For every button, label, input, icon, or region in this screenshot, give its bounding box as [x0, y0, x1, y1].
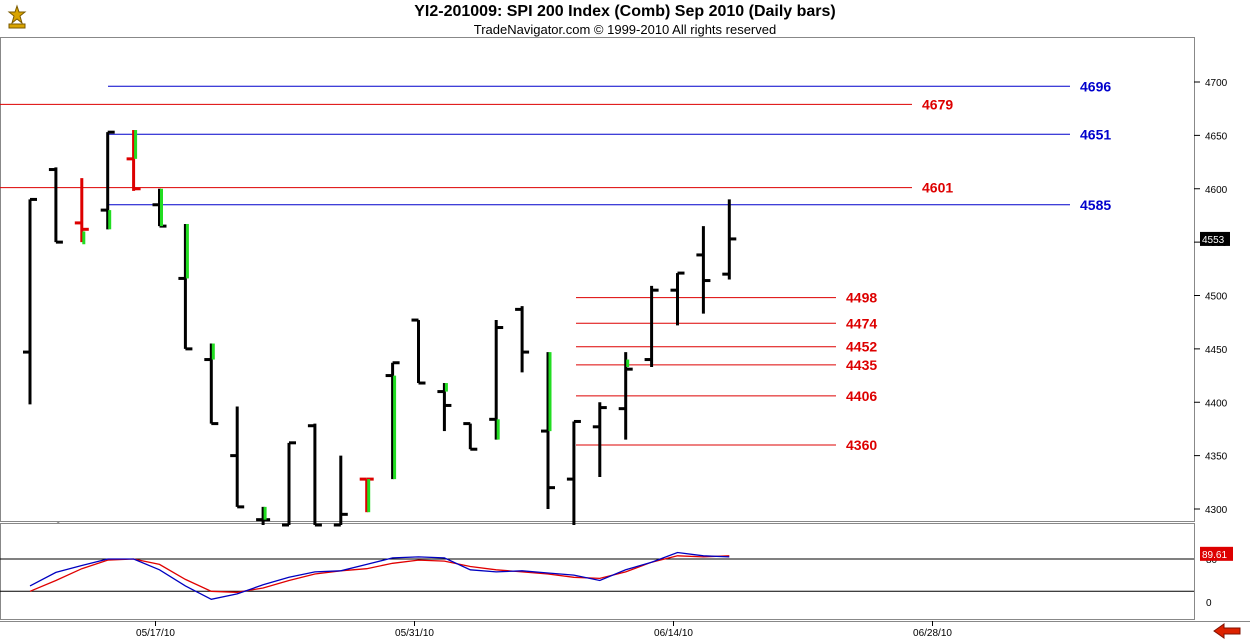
ohlc-bar — [282, 441, 296, 527]
level-label: 4679 — [922, 96, 953, 112]
y-tick-label: 4550 — [1205, 238, 1228, 249]
ohlc-bar — [618, 352, 633, 440]
ohlc-bar — [411, 318, 426, 385]
last-quote-readout: 06/16/2010 = 4553 (+39) — [1074, 37, 1185, 48]
ohlc-bar — [489, 320, 504, 440]
ohlc-bar — [307, 423, 322, 527]
indicator-panel-frame — [0, 523, 1195, 620]
x-tick-label: 05/31/10 — [395, 628, 434, 639]
ohlc-bar — [592, 402, 607, 477]
ohlc-bar — [463, 422, 478, 451]
last-price-label: 4553 — [1202, 235, 1225, 246]
ohlc-bar — [23, 197, 37, 405]
stoch-y-label: 80 — [1206, 555, 1218, 566]
level-label: 4452 — [846, 339, 877, 355]
level-label: 4651 — [1080, 126, 1111, 142]
ohlc-bar — [566, 419, 581, 526]
ohlc-bar — [696, 226, 711, 314]
level-label: 4498 — [846, 290, 877, 306]
level-label: 4474 — [846, 315, 877, 331]
ohlc-bar — [359, 477, 374, 513]
ohlc-bar — [204, 343, 219, 426]
level-label: 4360 — [846, 437, 877, 453]
level-label: 4406 — [846, 388, 877, 404]
ohlc-bar — [385, 361, 400, 480]
ohlc-bar — [333, 455, 348, 527]
ohlc-bar — [152, 188, 167, 228]
ohlc-bar — [230, 406, 245, 509]
level-label: 4585 — [1080, 197, 1111, 213]
stoch-value-box — [1200, 546, 1233, 561]
y-tick-label: 4350 — [1205, 452, 1228, 463]
ohlc-bar — [100, 130, 115, 230]
ohlc-bar — [644, 285, 659, 368]
x-tick-label: 06/14/10 — [654, 628, 693, 639]
back-arrow-icon[interactable] — [1212, 623, 1242, 639]
ohlc-bar — [541, 352, 555, 509]
ohlc-bar — [515, 306, 530, 373]
stoch-k-legend[interactable]: DC StochK (5,3) — [1100, 526, 1173, 537]
y-tick-label: 4400 — [1205, 398, 1228, 409]
stoch-d-legend[interactable]: DC StochD (5,3,3) — [999, 526, 1081, 537]
level-label: 4696 — [1080, 78, 1111, 94]
y-tick-label: 4300 — [1205, 505, 1228, 516]
copyright-subtitle: TradeNavigator.com © 1999-2010 All right… — [473, 22, 777, 37]
ohlc-bar — [126, 130, 141, 191]
stoch-value-label: 89.61 — [1202, 550, 1227, 561]
last-price-box — [1200, 231, 1230, 246]
y-tick-label: 4500 — [1205, 292, 1228, 303]
ohlc-bar — [437, 383, 452, 432]
ohlc-bar — [256, 506, 271, 526]
stoch-d-line — [29, 555, 730, 593]
watermark: TradeNavigator.com — [5, 511, 104, 523]
price-panel-frame — [0, 37, 1195, 522]
ohlc-bar — [670, 271, 685, 326]
level-label: 4435 — [846, 357, 877, 373]
x-tick-label: 06/28/10 — [913, 628, 952, 639]
stoch-y-label: 0 — [1206, 598, 1212, 609]
ohlc-bar — [178, 223, 193, 351]
x-tick-label: 05/17/10 — [136, 628, 175, 639]
y-tick-label: 4600 — [1205, 185, 1228, 196]
trade-navigator-logo-icon[interactable] — [3, 3, 31, 31]
y-tick-label: 4650 — [1205, 131, 1228, 142]
y-tick-label: 4450 — [1205, 345, 1228, 356]
level-label: 4601 — [922, 180, 953, 196]
chart-title: YI2-201009: SPI 200 Index (Comb) Sep 201… — [414, 3, 836, 20]
ohlc-bar — [722, 199, 737, 280]
y-tick-label: 4700 — [1205, 78, 1228, 89]
stoch-k-line — [29, 551, 730, 600]
ohlc-bar — [48, 167, 63, 244]
ohlc-bar — [74, 178, 89, 243]
